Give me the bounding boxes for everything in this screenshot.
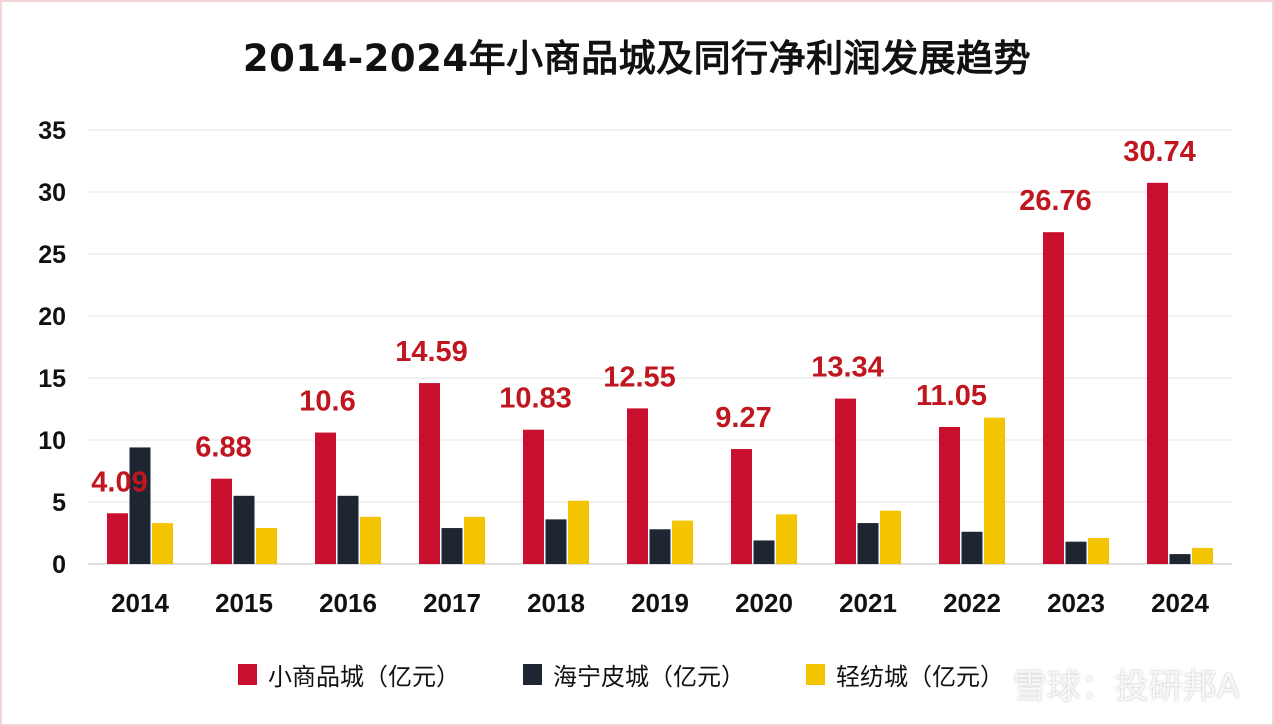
bar-qingfangcheng	[1088, 537, 1109, 564]
x-tick-label: 2016	[319, 588, 377, 618]
bar-hainingpicheng	[961, 531, 983, 564]
y-tick-label: 25	[38, 241, 66, 269]
legend-swatch	[238, 664, 257, 685]
bar-qingfangcheng	[256, 528, 277, 564]
watermark: 雪球：投研邦A	[1012, 667, 1240, 707]
bar-qingfangcheng	[776, 514, 797, 564]
bar-qingfangcheng	[1192, 547, 1213, 564]
bar-xiaoshangpincheng	[523, 429, 544, 564]
bar-xiaoshangpincheng	[211, 478, 232, 564]
bar-xiaoshangpincheng	[835, 398, 856, 564]
x-tick-label: 2021	[839, 588, 897, 618]
legend-label: 海宁皮城（亿元）	[553, 663, 745, 691]
bar-hainingpicheng	[545, 519, 567, 564]
legend-label: 轻纺城（亿元）	[836, 663, 1004, 691]
x-tick-label: 2022	[943, 588, 1001, 618]
bar-hainingpicheng	[441, 528, 463, 564]
data-label: 12.55	[603, 361, 676, 393]
y-tick-label: 20	[38, 303, 66, 331]
y-tick-label: 30	[38, 179, 66, 207]
bar-hainingpicheng	[233, 495, 255, 564]
legend-label: 小商品城（亿元）	[268, 663, 460, 691]
bar-xiaoshangpincheng	[939, 426, 960, 564]
bar-xiaoshangpincheng	[627, 408, 648, 564]
y-tick-label: 5	[52, 489, 66, 517]
bar-xiaoshangpincheng	[1147, 182, 1168, 564]
legend-swatch	[806, 664, 825, 685]
bar-hainingpicheng	[857, 523, 879, 564]
bar-qingfangcheng	[984, 417, 1005, 564]
bar-qingfangcheng	[360, 516, 381, 564]
bar-xiaoshangpincheng	[1043, 232, 1064, 564]
data-label: 26.76	[1019, 185, 1092, 217]
y-tick-label: 15	[38, 365, 66, 393]
chart-title: 2014-2024年小商品城及同行净利润发展趋势	[242, 37, 1032, 80]
bar-hainingpicheng	[649, 529, 671, 564]
data-label: 10.83	[499, 383, 572, 415]
data-label: 4.09	[91, 466, 147, 498]
x-tick-label: 2018	[527, 588, 585, 618]
bar-xiaoshangpincheng	[419, 383, 440, 564]
bar-qingfangcheng	[672, 520, 693, 564]
data-label: 30.74	[1123, 136, 1196, 168]
data-label: 14.59	[395, 336, 468, 368]
bar-hainingpicheng	[753, 540, 775, 564]
x-tick-label: 2024	[1151, 588, 1209, 618]
bar-qingfangcheng	[568, 500, 589, 564]
y-tick-label: 0	[52, 551, 66, 579]
bar-hainingpicheng	[129, 447, 151, 564]
data-label: 10.6	[299, 386, 355, 418]
bar-hainingpicheng	[337, 495, 359, 564]
bar-xiaoshangpincheng	[731, 449, 752, 564]
x-tick-label: 2019	[631, 588, 689, 618]
data-label: 9.27	[715, 402, 771, 434]
x-tick-label: 2020	[735, 588, 793, 618]
bar-xiaoshangpincheng	[315, 432, 336, 564]
bar-qingfangcheng	[880, 510, 901, 564]
bar-qingfangcheng	[464, 516, 485, 564]
data-label: 11.05	[916, 380, 987, 412]
x-tick-label: 2023	[1047, 588, 1105, 618]
y-tick-label: 35	[38, 117, 66, 145]
bar-hainingpicheng	[1065, 541, 1087, 564]
bar-xiaoshangpincheng	[107, 513, 128, 564]
x-tick-label: 2017	[423, 588, 481, 618]
legend-swatch	[523, 664, 542, 685]
bar-hainingpicheng	[1169, 554, 1191, 564]
data-label: 13.34	[811, 352, 884, 384]
data-label: 6.88	[195, 432, 251, 464]
bar-qingfangcheng	[152, 523, 173, 564]
x-tick-label: 2014	[111, 588, 169, 618]
y-tick-label: 10	[38, 427, 66, 455]
x-tick-label: 2015	[215, 588, 273, 618]
